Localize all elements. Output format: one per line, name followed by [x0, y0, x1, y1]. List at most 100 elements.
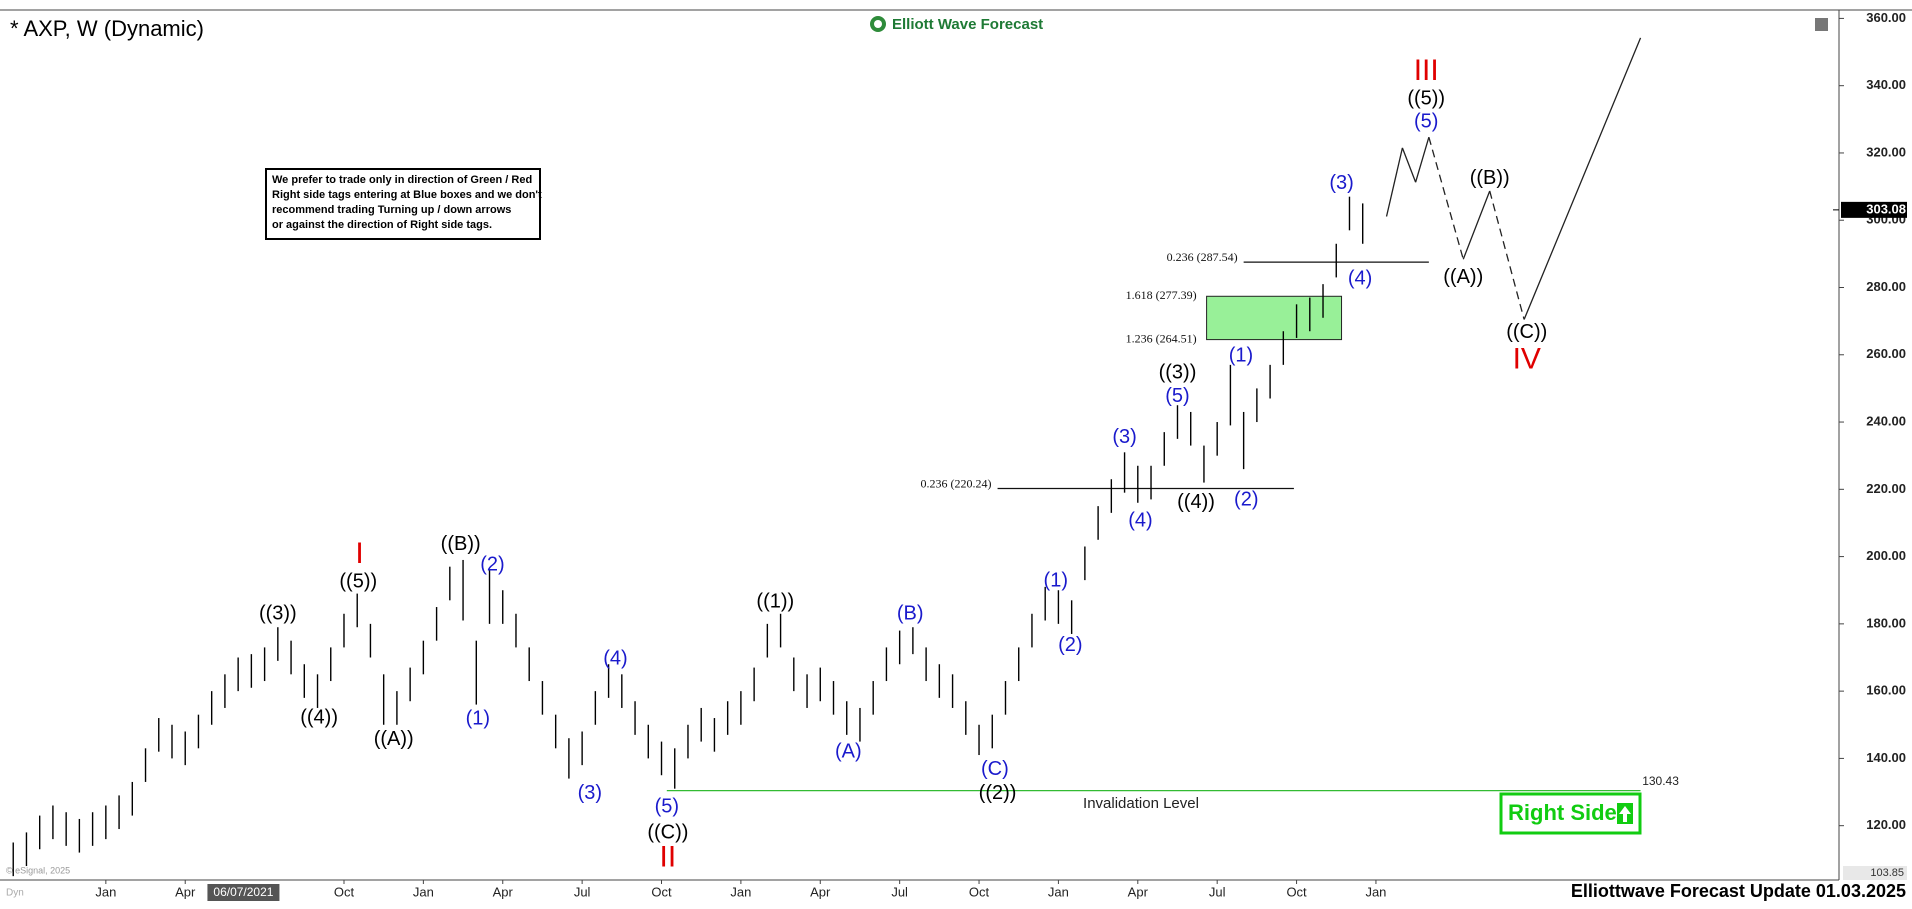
wave-label: ((A)): [374, 728, 414, 750]
last-price-box: [1841, 201, 1907, 218]
projection-segment: [1462, 190, 1491, 260]
wave-label: (2): [1234, 489, 1258, 511]
y-tick-label: 280.00: [1866, 279, 1906, 294]
wave-label: (3): [1112, 426, 1136, 448]
y-tick-label: 180.00: [1866, 615, 1906, 630]
y-tick-label: 360.00: [1866, 10, 1906, 25]
x-tick-label: Oct: [1286, 884, 1307, 899]
right-side-text: Right Side: [1508, 800, 1617, 825]
x-tick-label: Oct: [969, 884, 990, 899]
y-tick-label: 340.00: [1866, 77, 1906, 92]
wave-label: (5): [655, 795, 679, 817]
x-tick-label: Apr: [175, 884, 196, 899]
x-tick-label: Jul: [891, 884, 908, 899]
logo-icon-inner: [874, 20, 882, 28]
axis-low-box: [1843, 866, 1907, 880]
wave-label: III: [1414, 54, 1439, 87]
wave-label: ((2)): [979, 782, 1017, 804]
wave-label: ((B)): [1470, 167, 1510, 189]
wave-label: (3): [1329, 172, 1353, 194]
x-tick-label: Jul: [1209, 884, 1226, 899]
note-line: recommend trading Turning up / down arro…: [272, 204, 511, 216]
wave-label: ((5)): [1407, 87, 1445, 109]
projection-segment: [1385, 147, 1404, 217]
x-tick-label: Jan: [95, 884, 116, 899]
dyn-label: Dyn: [6, 888, 24, 899]
y-tick-label: 140.00: [1866, 750, 1906, 765]
note-line: Right side tags entering at Blue boxes a…: [272, 189, 542, 201]
wave-label: ((B)): [441, 533, 481, 555]
wave-label: (3): [578, 782, 602, 804]
x-tick-label: Apr: [810, 884, 831, 899]
x-tick-label: Oct: [651, 884, 672, 899]
note-line: or against the direction of Right side t…: [272, 219, 492, 231]
wave-label: ((5)): [339, 570, 377, 592]
last-price-label: 303.08: [1866, 201, 1906, 216]
projection-segment: [1401, 147, 1417, 183]
wave-label: ((1)): [756, 590, 794, 612]
right-side-frame: [1499, 792, 1642, 835]
y-tick-label: 240.00: [1866, 413, 1906, 428]
fib-label: 1.236 (264.51): [1126, 331, 1197, 345]
footer: Elliottwave Forecast Update 01.03.2025: [1571, 881, 1906, 901]
wave-label: (2): [1058, 634, 1082, 656]
y-tick-label: 320.00: [1866, 144, 1906, 159]
x-tick-label: Jan: [1048, 884, 1069, 899]
note-line: We prefer to trade only in direction of …: [272, 174, 532, 186]
fib-label: 0.236 (220.24): [921, 476, 992, 490]
note-box: We prefer to trade only in direction of …: [265, 168, 542, 240]
y-tick-label: 160.00: [1866, 683, 1906, 698]
fib-label: 0.236 (287.54): [1167, 250, 1238, 264]
projection-segment: [1489, 190, 1525, 320]
wave-label: (A): [835, 741, 862, 763]
wave-label: (1): [1044, 569, 1068, 591]
x-tick-label: Jan: [730, 884, 751, 899]
panel-icon: [1815, 18, 1828, 31]
x-tick-label: Jan: [413, 884, 434, 899]
invalidation-value: 130.43: [1642, 774, 1679, 788]
note-frame: [265, 168, 541, 240]
x-tick-label: Oct: [334, 884, 355, 899]
cursor-date-label: 06/07/2021: [213, 885, 273, 899]
wave-label: ((C)): [647, 821, 688, 843]
x-tick-label: Jul: [574, 884, 591, 899]
wave-label: (1): [1229, 344, 1253, 366]
invalidation-label: Invalidation Level: [1083, 795, 1199, 812]
fib-label: 1.618 (277.39): [1126, 288, 1197, 302]
y-tick-label: 120.00: [1866, 817, 1906, 832]
wave-label: (5): [1165, 385, 1189, 407]
wave-label: I: [355, 537, 363, 570]
wave-label: (4): [1128, 510, 1152, 532]
wave-label: ((4)): [1177, 491, 1215, 513]
wave-label: ((4)): [300, 706, 338, 728]
y-tick-label: 220.00: [1866, 481, 1906, 496]
wave-label: ((3)): [259, 602, 297, 624]
wave-label: (5): [1414, 111, 1438, 133]
wave-label: (2): [480, 553, 504, 575]
y-tick-label: 260.00: [1866, 346, 1906, 361]
fib-box: [1206, 295, 1343, 341]
wave-label: IV: [1513, 343, 1541, 376]
logo: Elliott Wave Forecast: [870, 16, 1043, 33]
wave-label: ((3)): [1159, 362, 1197, 384]
y-tick-label: 200.00: [1866, 548, 1906, 563]
watermark: © eSignal, 2025: [6, 865, 70, 875]
projection-segment: [1428, 136, 1464, 260]
wave-label: II: [660, 841, 677, 874]
up-arrow: [1619, 806, 1631, 822]
x-tick-label: Jan: [1365, 884, 1386, 899]
wave-label: (B): [897, 602, 924, 624]
logo-text: Elliott Wave Forecast: [892, 16, 1043, 33]
chart-title: * AXP, W (Dynamic): [10, 16, 204, 41]
axis-low-label: 103.85: [1870, 867, 1904, 879]
x-tick-label: Apr: [493, 884, 514, 899]
wave-label: (4): [603, 647, 627, 669]
right-side-tag: Right Side: [1499, 792, 1642, 835]
projection-segment: [1523, 37, 1642, 320]
wave-label: (4): [1348, 267, 1372, 289]
cursor-date-box: [207, 884, 280, 901]
wave-label: (C): [981, 758, 1009, 780]
wave-label: ((A)): [1443, 266, 1483, 288]
